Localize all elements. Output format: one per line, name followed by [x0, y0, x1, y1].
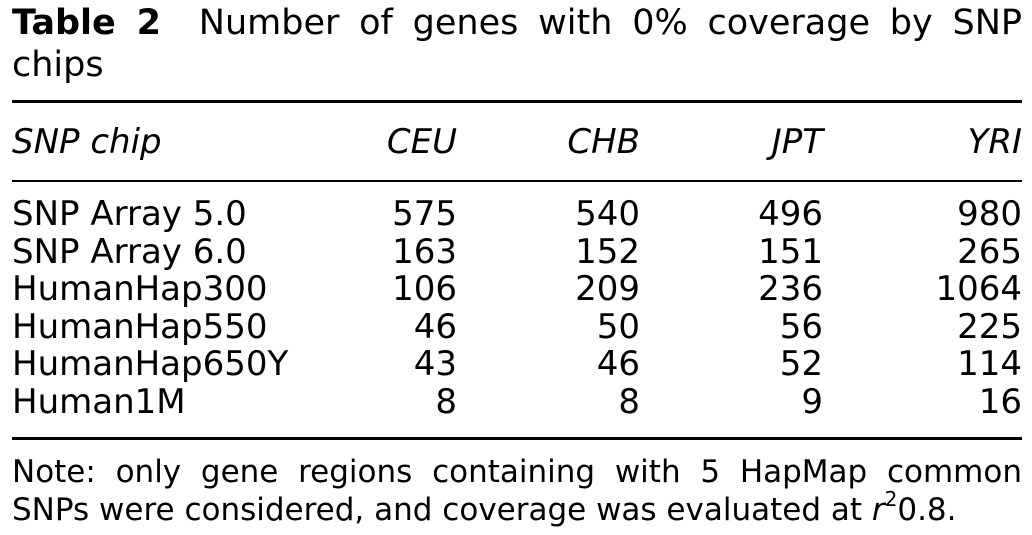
column-header-chb: CHB: [567, 122, 640, 162]
ceu-cell: 163: [392, 231, 457, 272]
r-symbol: r: [871, 492, 885, 528]
chip-name-cell: Human1M: [12, 381, 186, 422]
ceu-cell: 106: [392, 269, 457, 309]
column-header-snp-chip: SNP chip: [12, 122, 162, 162]
table-row: HumanHap650Y 43 46 52 114: [12, 344, 1022, 384]
chb-cell: 152: [575, 231, 640, 272]
chip-name-cell: HumanHap300: [12, 269, 268, 309]
jpt-cell: 496: [758, 194, 823, 234]
r-exponent: 2: [884, 487, 898, 511]
header-spacer: [12, 166, 1022, 196]
table-title: Number of genes with 0% coverage by SNP …: [12, 3, 1022, 85]
chip-name-cell: HumanHap650Y: [12, 344, 289, 384]
table-row: HumanHap300 106 209 236 1064: [12, 269, 1022, 309]
jpt-cell: 236: [758, 269, 823, 309]
bottom-rule: [12, 437, 1022, 440]
chb-cell: 540: [575, 194, 640, 234]
header-rule: [12, 180, 1022, 182]
ceu-cell: 43: [413, 344, 457, 384]
jpt-cell: 52: [779, 344, 823, 384]
top-rule: [12, 100, 1022, 103]
r-squared-symbol: r2: [871, 489, 897, 528]
table-label: Table 2: [12, 3, 161, 43]
column-header-ceu: CEU: [386, 122, 457, 162]
yri-cell: 980: [957, 194, 1022, 234]
chip-name-cell: SNP Array 5.0: [12, 194, 247, 234]
chb-cell: 46: [596, 344, 640, 384]
coverage-table: SNP chip CEU CHB JPT YRI SNP Array 5.0 5…: [12, 118, 1022, 421]
note-text: Note: only gene regions containing with …: [12, 454, 1022, 528]
chb-cell: 8: [618, 381, 640, 422]
chb-cell: 209: [575, 269, 640, 309]
yri-cell: 114: [957, 344, 1022, 384]
yri-cell: 225: [957, 306, 1022, 347]
table-caption: Table 2 Number of genes with 0% coverage…: [12, 2, 1022, 86]
table-row: SNP Array 5.0 575 540 496 980: [12, 194, 1022, 234]
jpt-cell: 9: [801, 381, 823, 422]
jpt-cell: 151: [758, 231, 823, 272]
table-row: HumanHap550 46 50 56 225: [12, 306, 1022, 347]
column-header-jpt: JPT: [771, 122, 823, 162]
ceu-cell: 575: [392, 194, 457, 234]
ceu-cell: 46: [413, 306, 457, 347]
column-header-yri: YRI: [967, 122, 1022, 162]
ceu-cell: 8: [435, 381, 457, 422]
note-threshold: 0.8.: [897, 492, 957, 528]
yri-cell: 265: [957, 231, 1022, 272]
table-note: Note: only gene regions containing with …: [12, 453, 1022, 529]
chip-name-cell: HumanHap550: [12, 306, 268, 347]
header-row: SNP chip CEU CHB JPT YRI: [12, 118, 1022, 166]
jpt-cell: 56: [779, 306, 823, 347]
yri-cell: 1064: [935, 269, 1022, 309]
chb-cell: 50: [596, 306, 640, 347]
yri-cell: 16: [978, 381, 1022, 422]
table-row: SNP Array 6.0 163 152 151 265: [12, 231, 1022, 272]
chip-name-cell: SNP Array 6.0: [12, 231, 247, 272]
table-row: Human1M 8 8 9 16: [12, 381, 1022, 422]
